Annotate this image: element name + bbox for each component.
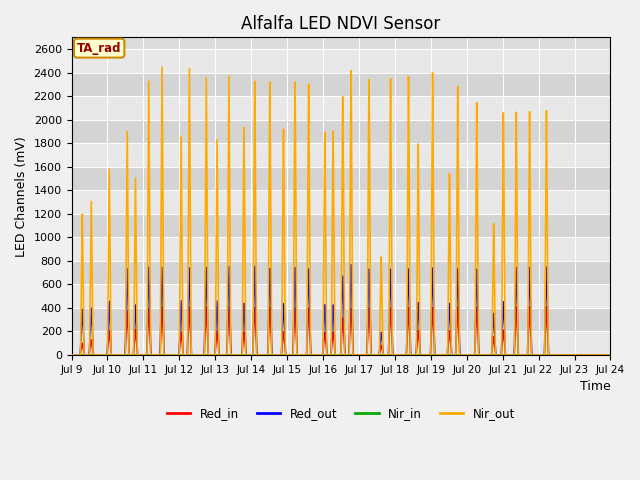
Red_in	[298, 352, 305, 358]
Bar	[72, 237, 611, 261]
Nir_in	[129, 352, 137, 358]
X-axis label: Time: Time	[580, 380, 611, 393]
Red_out	[596, 352, 604, 358]
Red_in	[275, 352, 282, 358]
Nir_out	[298, 352, 305, 358]
Nir_out	[538, 352, 546, 358]
Red_out	[68, 352, 76, 358]
Bar	[72, 49, 611, 72]
Bar	[72, 120, 611, 143]
Red_out	[607, 352, 614, 358]
Nir_out	[161, 352, 169, 358]
Nir_out	[68, 352, 76, 358]
Bar	[72, 143, 611, 167]
Nir_out	[158, 64, 166, 70]
Bar	[72, 96, 611, 120]
Line: Red_out: Red_out	[72, 264, 611, 355]
Nir_in	[607, 352, 614, 358]
Bar	[72, 214, 611, 237]
Bar	[72, 285, 611, 308]
Red_out	[347, 262, 355, 267]
Bar	[72, 332, 611, 355]
Legend: Red_in, Red_out, Nir_in, Nir_out: Red_in, Red_out, Nir_in, Nir_out	[162, 402, 520, 425]
Bar	[72, 72, 611, 96]
Bar	[72, 261, 611, 285]
Red_out	[161, 352, 169, 358]
Red_in	[129, 352, 137, 358]
Bar	[72, 190, 611, 214]
Nir_out	[129, 352, 137, 358]
Nir_in	[538, 352, 546, 358]
Nir_out	[607, 352, 614, 358]
Red_in	[161, 352, 169, 358]
Red_in	[543, 304, 550, 310]
Line: Red_in: Red_in	[72, 307, 611, 355]
Red_out	[298, 352, 305, 358]
Red_out	[538, 352, 546, 358]
Red_out	[275, 352, 282, 358]
Nir_out	[275, 352, 282, 358]
Y-axis label: LED Channels (mV): LED Channels (mV)	[15, 136, 28, 256]
Nir_in	[161, 352, 169, 358]
Red_in	[538, 352, 546, 358]
Text: TA_rad: TA_rad	[77, 42, 122, 55]
Red_in	[596, 352, 604, 358]
Line: Nir_out: Nir_out	[72, 67, 611, 355]
Nir_in	[275, 352, 282, 358]
Red_out	[129, 352, 137, 358]
Bar	[72, 308, 611, 332]
Bar	[72, 167, 611, 190]
Red_in	[68, 352, 76, 358]
Nir_in	[596, 352, 604, 358]
Red_in	[607, 352, 614, 358]
Nir_in	[298, 352, 305, 358]
Nir_in	[68, 352, 76, 358]
Title: Alfalfa LED NDVI Sensor: Alfalfa LED NDVI Sensor	[241, 15, 440, 33]
Nir_out	[596, 352, 604, 358]
